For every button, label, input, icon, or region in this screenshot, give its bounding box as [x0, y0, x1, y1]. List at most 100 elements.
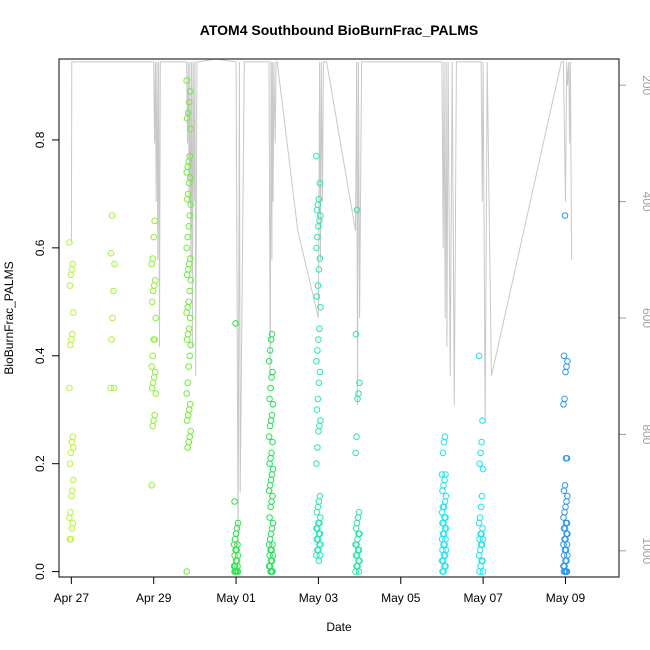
data-point [186, 352, 193, 360]
data-point [476, 460, 483, 468]
data-point [108, 336, 115, 343]
data-point [440, 438, 448, 446]
data-point [186, 314, 194, 322]
data-point [438, 509, 446, 516]
y-tick-label: 0.8 [33, 131, 47, 148]
data-point [313, 535, 321, 543]
data-point [70, 476, 77, 484]
data-point [152, 314, 159, 322]
x-tick-label: Apr 29 [136, 591, 172, 605]
y-tick-label: 0.4 [33, 347, 47, 364]
data-point [438, 471, 446, 478]
pressure-trace-layer [70, 58, 573, 551]
data-point [478, 492, 486, 500]
data-point [314, 282, 322, 289]
data-point [352, 525, 360, 532]
data-point [70, 309, 77, 316]
data-point [315, 266, 323, 273]
data-point [313, 244, 320, 252]
data-point [315, 428, 322, 435]
data-point [478, 438, 485, 446]
data-point [438, 557, 446, 565]
data-point [148, 482, 155, 489]
y-tick-label: 0.6 [33, 239, 47, 256]
y2-tick-label: 600 [640, 308, 650, 328]
data-point [315, 223, 322, 230]
data-point [314, 347, 321, 354]
data-point [267, 503, 274, 511]
data-point [183, 196, 191, 203]
data-point [185, 363, 192, 370]
data-point [313, 152, 320, 160]
data-point [353, 206, 361, 214]
data-point [267, 568, 274, 575]
data-point [439, 449, 447, 457]
data-point [183, 390, 190, 397]
data-point [317, 303, 324, 311]
data-point [439, 568, 446, 575]
data-point [316, 368, 324, 376]
data-point [185, 223, 192, 230]
data-point [561, 212, 569, 219]
data-point [560, 568, 568, 575]
data-point [315, 557, 323, 565]
data-point [265, 433, 273, 441]
data-point [479, 465, 487, 473]
data-point [184, 233, 191, 241]
data-point [187, 125, 194, 133]
data-point [183, 271, 191, 279]
axes-layer: Apr 27 Apr 29 May 01 May 03 May 05 May 07 May … [33, 75, 650, 605]
data-point [316, 255, 324, 262]
x-tick-label: May 01 [216, 591, 256, 605]
data-point [107, 384, 114, 392]
data-point [560, 401, 567, 408]
data-point [187, 276, 194, 284]
data-point [313, 509, 321, 516]
data-point [560, 514, 567, 521]
data-point [186, 287, 193, 295]
data-point [68, 525, 76, 532]
data-point [183, 417, 191, 424]
data-point [352, 568, 359, 575]
data-point [70, 444, 77, 451]
y2-tick-label: 400 [640, 192, 650, 212]
data-point [439, 519, 446, 527]
data-point [231, 498, 238, 505]
data-point [183, 336, 191, 343]
data-point [313, 525, 320, 532]
data-point [352, 449, 359, 457]
data-point [353, 433, 360, 441]
plot-frame [58, 58, 620, 578]
data-point [479, 417, 486, 424]
x-tick-label: May 07 [463, 591, 503, 605]
data-point [183, 77, 190, 84]
data-point [232, 320, 239, 327]
data-point [316, 325, 323, 333]
data-point [475, 352, 483, 360]
data-point [67, 449, 75, 457]
data-point [183, 244, 190, 252]
data-point [314, 395, 322, 403]
data-point [316, 179, 324, 187]
x-tick-label: Apr 27 [54, 591, 90, 605]
data-point [313, 357, 320, 365]
y-axis-label: BioBurnFrac_PALMS [2, 261, 16, 374]
data-point [313, 206, 321, 214]
data-point [183, 115, 191, 122]
data-point [475, 552, 483, 559]
data-point [66, 282, 74, 289]
data-point [183, 169, 190, 176]
data-point [183, 309, 190, 316]
data-point [313, 552, 320, 559]
data-point [439, 487, 446, 495]
data-point [67, 271, 75, 279]
data-point [184, 379, 191, 387]
data-point [352, 552, 360, 559]
data-point [314, 233, 321, 241]
data-point [477, 503, 485, 511]
data-point [67, 341, 74, 349]
data-point [269, 438, 276, 446]
